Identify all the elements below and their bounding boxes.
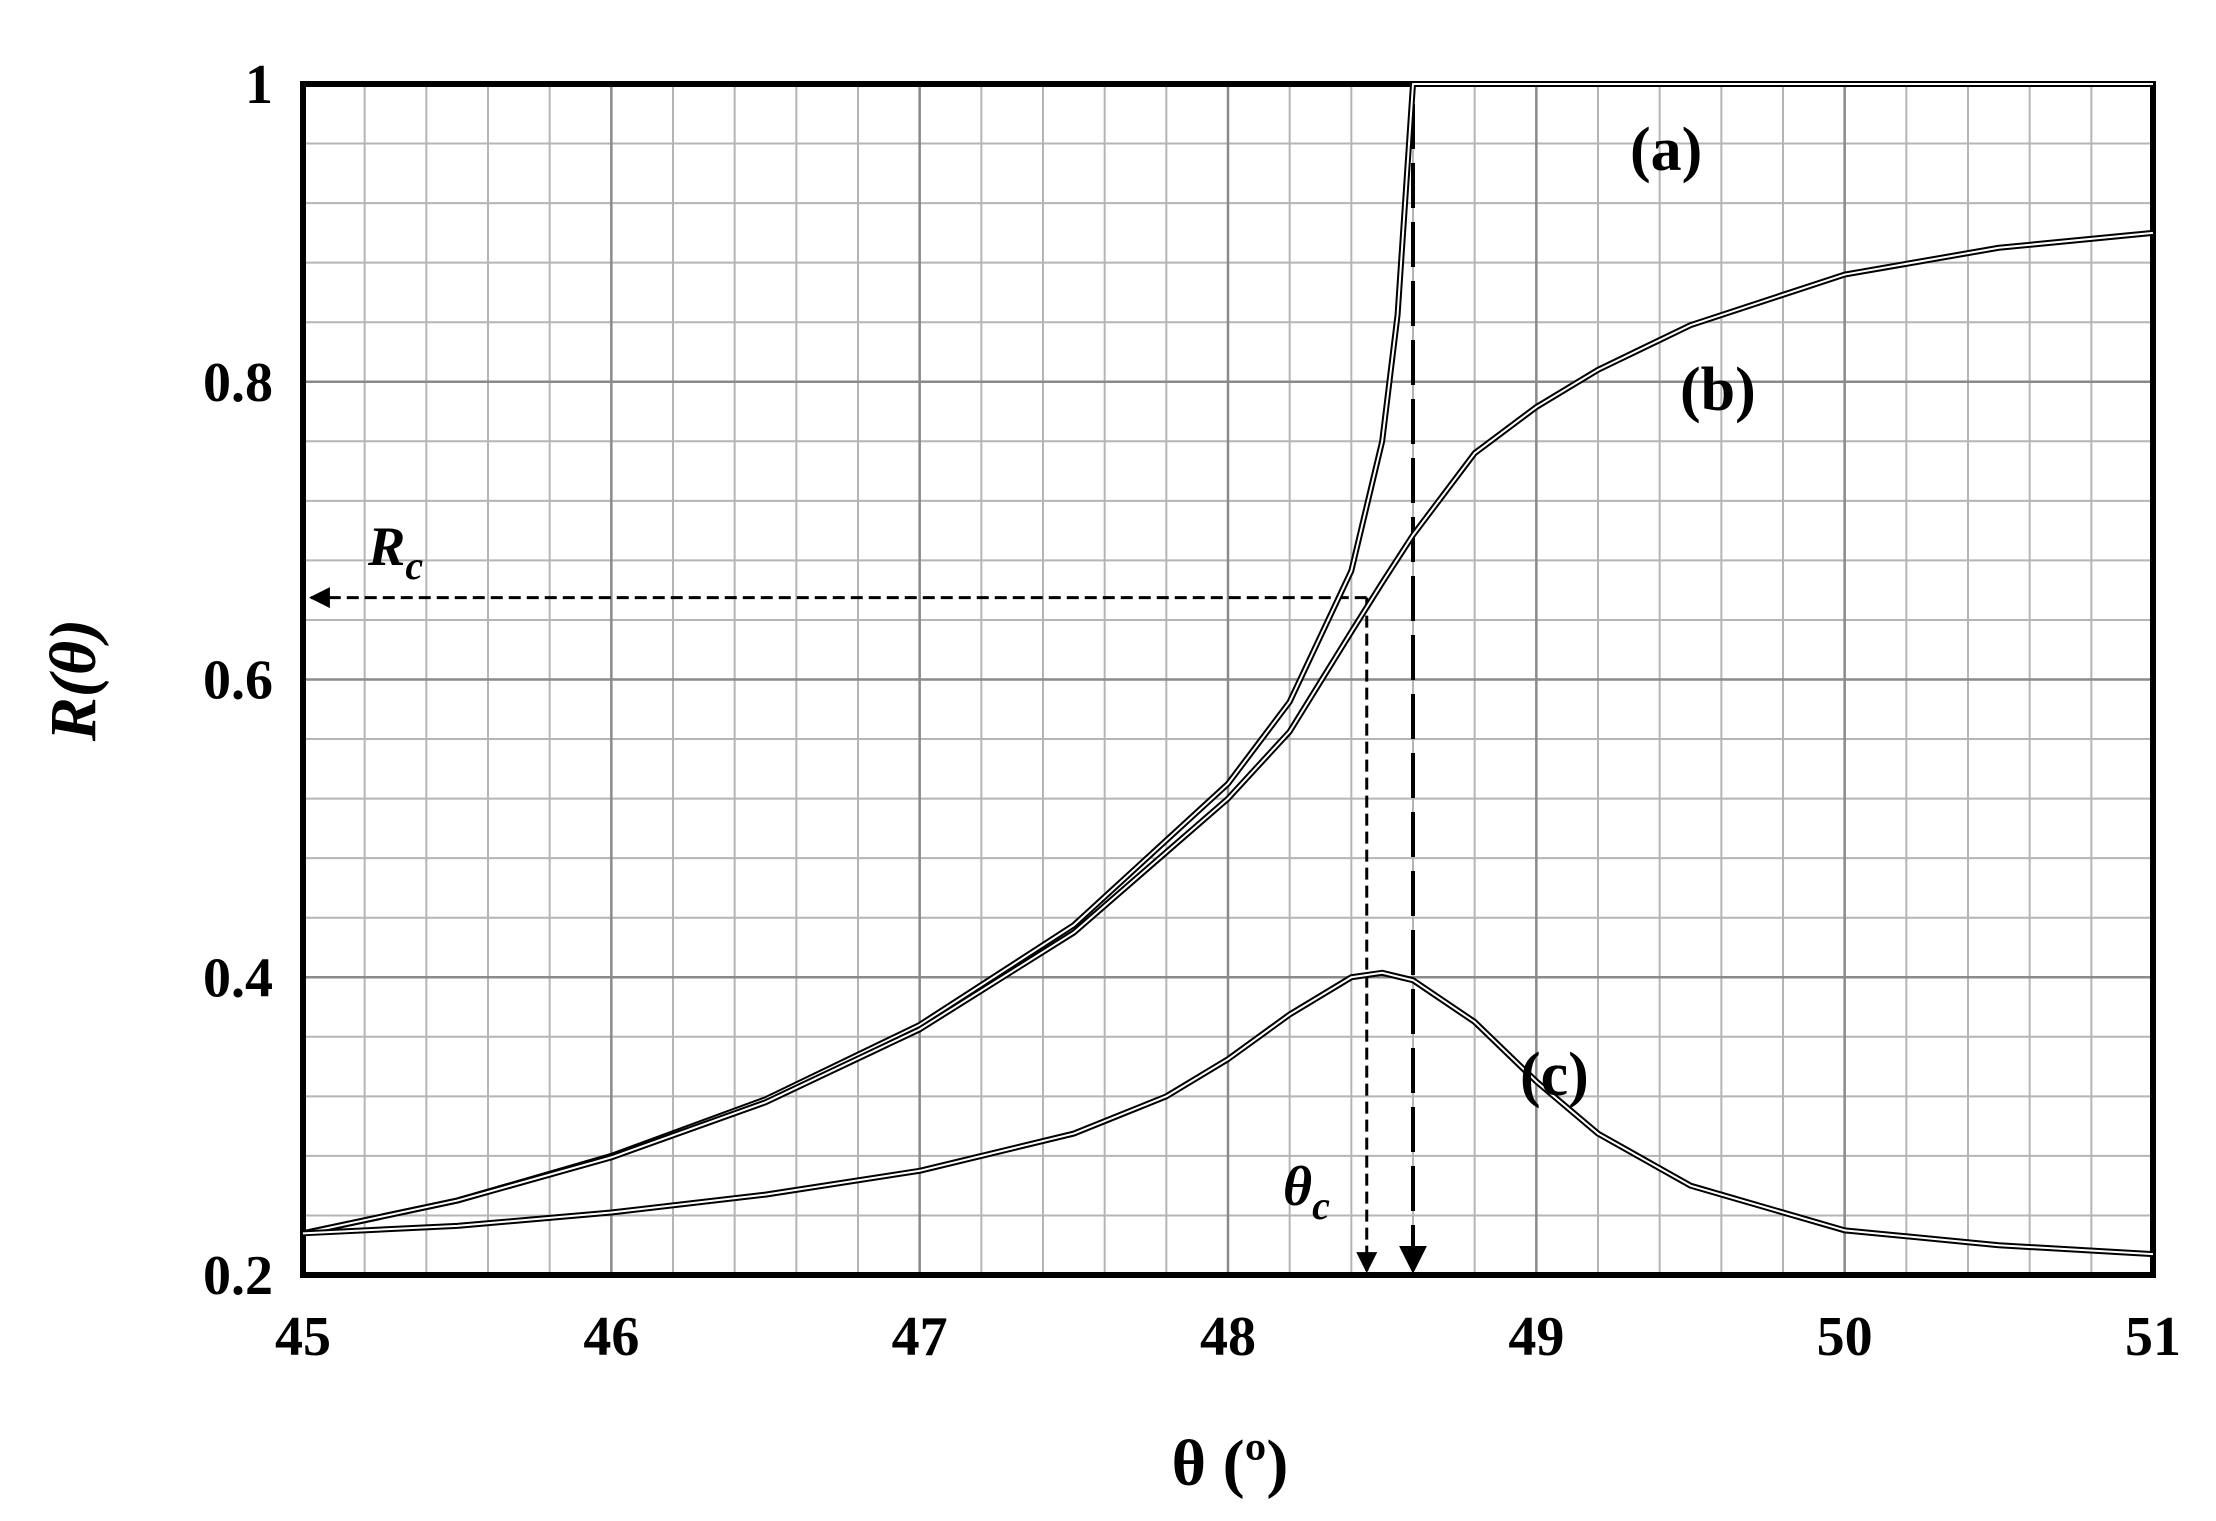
series-line-inner [302,971,2154,1256]
y-tick-label: 0.2 [203,1245,273,1307]
angle-label: θc [1283,1156,1330,1228]
x-tick-label: 45 [275,1306,331,1368]
series-label: (b) [1680,356,1756,424]
reflectance-label-symbol: R [367,516,405,578]
y-axis-label: R(θ) [37,619,110,742]
x-tick-label: 46 [583,1306,639,1368]
x-tick-label: 48 [1200,1306,1256,1368]
x-tick-label: 49 [1508,1306,1564,1368]
x-tick-label: 51 [2125,1306,2181,1368]
x-tick-label: 47 [892,1306,948,1368]
angle-label-symbol: θ [1283,1156,1312,1218]
series-line-inner [302,231,2154,1235]
plot-frame [300,81,2156,1278]
x-axis-label: θ (º) [1172,1427,1289,1500]
y-tick-label: 0.6 [203,650,273,712]
y-tick-label: 0.4 [203,947,273,1009]
y-tick-label: 1 [245,54,273,116]
x-tick-label: 50 [1817,1306,1873,1368]
series-label: (c) [1520,1041,1589,1109]
reflectance-label-subscript: c [405,543,423,588]
angle-label-subscript: c [1312,1183,1330,1228]
y-tick-label: 0.8 [203,352,273,414]
series-label: (a) [1630,116,1702,184]
reflectance-label: Rc [367,516,423,588]
